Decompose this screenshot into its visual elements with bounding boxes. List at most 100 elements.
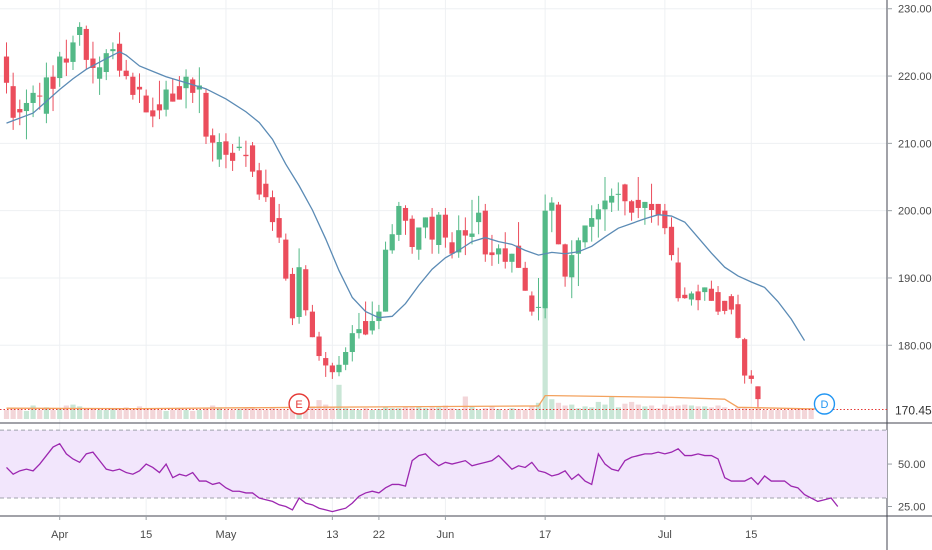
candle[interactable] [303, 265, 309, 316]
candle[interactable] [309, 304, 315, 338]
event-marker[interactable]: D [813, 393, 836, 415]
candle[interactable] [289, 267, 296, 326]
candle[interactable] [755, 386, 761, 408]
candle[interactable] [37, 82, 43, 110]
candle[interactable] [575, 237, 581, 287]
candle[interactable] [595, 203, 601, 238]
candle[interactable] [283, 233, 289, 281]
candle[interactable] [323, 352, 329, 377]
candle[interactable] [635, 177, 641, 219]
candle[interactable] [116, 32, 123, 77]
candle[interactable] [668, 217, 675, 261]
candle[interactable] [363, 301, 369, 336]
candle[interactable] [708, 280, 714, 301]
candle[interactable] [17, 99, 23, 126]
candle[interactable] [482, 203, 488, 262]
candle[interactable] [369, 301, 375, 335]
candle[interactable] [30, 85, 36, 118]
candle[interactable] [582, 225, 588, 248]
candle[interactable] [150, 97, 156, 128]
candle[interactable] [143, 89, 149, 113]
candle[interactable] [462, 217, 468, 256]
candle[interactable] [176, 76, 182, 100]
event-marker[interactable]: E [288, 393, 310, 415]
candle[interactable] [569, 240, 575, 299]
candle[interactable] [263, 169, 269, 202]
candle[interactable] [642, 201, 648, 225]
candle[interactable] [236, 136, 242, 151]
price-axis[interactable]: 230.00 220.00 210.00 200.00 190.00 180.00 50.0… [887, 4, 932, 514]
candle[interactable] [416, 227, 422, 260]
candle[interactable] [555, 201, 562, 245]
candle[interactable] [702, 287, 708, 301]
candle[interactable] [662, 203, 668, 235]
candle[interactable] [429, 207, 435, 254]
candle[interactable] [728, 294, 734, 315]
candle[interactable] [256, 162, 262, 200]
candle[interactable] [216, 133, 222, 167]
candle[interactable] [210, 128, 216, 162]
candle[interactable] [748, 370, 754, 384]
candle[interactable] [535, 277, 542, 321]
candle[interactable] [542, 194, 548, 319]
candle[interactable] [156, 80, 163, 120]
candle[interactable] [329, 362, 335, 379]
candle[interactable] [3, 42, 10, 94]
candle[interactable] [602, 177, 608, 231]
candle[interactable] [336, 356, 342, 377]
candle[interactable] [496, 244, 502, 264]
candle[interactable] [422, 217, 429, 239]
candle[interactable] [50, 65, 56, 112]
candle[interactable] [515, 222, 522, 268]
candle[interactable] [249, 142, 256, 178]
candle[interactable] [502, 232, 508, 269]
candle[interactable] [675, 247, 681, 302]
candle[interactable] [735, 294, 741, 339]
candle[interactable] [63, 39, 69, 77]
candle[interactable] [722, 300, 728, 315]
candle[interactable] [296, 248, 302, 324]
candle[interactable] [349, 325, 355, 362]
candle[interactable] [230, 144, 236, 171]
candle[interactable] [509, 253, 515, 273]
candle[interactable] [562, 243, 568, 287]
candle[interactable] [682, 287, 688, 299]
candle[interactable] [103, 49, 109, 81]
candle[interactable] [742, 337, 748, 384]
candle[interactable] [402, 205, 409, 235]
candle[interactable] [123, 59, 129, 80]
candle[interactable] [522, 261, 528, 291]
candle[interactable] [43, 62, 49, 124]
candle[interactable] [190, 77, 196, 103]
candle[interactable] [243, 140, 249, 167]
candle[interactable] [382, 241, 389, 312]
candle[interactable] [97, 56, 103, 95]
candle[interactable] [529, 291, 535, 316]
candle[interactable] [396, 201, 402, 241]
candle[interactable] [356, 312, 362, 339]
candle[interactable] [469, 199, 475, 245]
candle[interactable] [589, 205, 595, 242]
candle[interactable] [615, 182, 621, 211]
candle[interactable] [688, 291, 695, 306]
candle[interactable] [316, 331, 322, 361]
candle[interactable] [695, 284, 701, 311]
candle[interactable] [476, 195, 482, 235]
candle[interactable] [163, 80, 169, 117]
candle[interactable] [170, 78, 176, 102]
candle[interactable] [70, 35, 76, 70]
candle[interactable] [23, 89, 30, 140]
candle[interactable] [442, 207, 448, 248]
candle[interactable] [83, 25, 89, 70]
candle[interactable] [57, 51, 63, 87]
candle[interactable] [276, 203, 282, 243]
candle[interactable] [110, 42, 116, 60]
candle[interactable] [223, 133, 229, 169]
candle[interactable] [715, 286, 721, 315]
candle[interactable] [622, 183, 628, 216]
candle[interactable] [549, 197, 555, 233]
candle[interactable] [90, 41, 96, 84]
candle[interactable] [609, 188, 615, 213]
time-axis[interactable]: Apr 15 May 13 22 Jun 17 Jul 15 [51, 516, 757, 541]
